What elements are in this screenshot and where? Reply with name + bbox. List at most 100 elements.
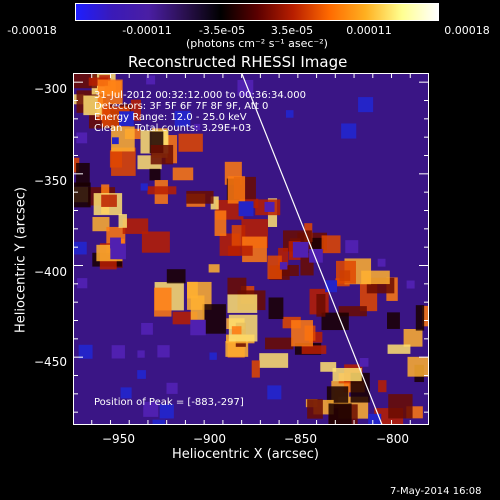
emission-patch bbox=[118, 214, 127, 228]
y-tick-label: −400 bbox=[34, 265, 67, 279]
emission-patch bbox=[190, 295, 205, 322]
colorbar-ticks: -0.00018 -0.00011 -3.5e-05 3.5e-05 0.000… bbox=[0, 0, 500, 40]
negative-patch bbox=[141, 322, 153, 335]
emission-patch bbox=[172, 167, 194, 181]
emission-patch bbox=[338, 306, 367, 317]
y-tick-label: −350 bbox=[34, 174, 67, 188]
negative-patch bbox=[120, 387, 132, 399]
emission-patch bbox=[267, 255, 282, 280]
negative-patch bbox=[143, 401, 159, 417]
negative-patch bbox=[76, 132, 88, 144]
x-tick-label: −800 bbox=[376, 432, 409, 446]
negative-patch bbox=[292, 241, 309, 258]
negative-patch bbox=[166, 382, 178, 394]
emission-patch bbox=[387, 312, 400, 329]
emission-patch bbox=[186, 190, 214, 204]
colorbar-units: (photons cm⁻² s⁻¹ asec⁻²) bbox=[186, 37, 328, 50]
negative-patch bbox=[119, 111, 134, 127]
emission-patch bbox=[101, 194, 117, 207]
colorbar-tick: -3.5e-05 bbox=[198, 24, 246, 37]
emission-patch bbox=[321, 312, 349, 331]
x-tick-label: −900 bbox=[193, 432, 226, 446]
negative-patch bbox=[140, 183, 148, 191]
info-detectors: Detectors: 3F 5F 6F 7F 8F 9F, Att 0 bbox=[94, 101, 269, 112]
emission-patch bbox=[210, 196, 219, 210]
emission-patch bbox=[388, 394, 413, 419]
negative-patch bbox=[157, 345, 170, 358]
emission-patch bbox=[326, 386, 349, 403]
negative-patch bbox=[174, 110, 191, 127]
chart-title: Reconstructed RHESSI Image bbox=[128, 53, 348, 71]
emission-patch bbox=[251, 360, 260, 378]
emission-patch bbox=[111, 147, 136, 176]
emission-patch bbox=[97, 79, 123, 105]
emission-patch bbox=[387, 344, 411, 354]
y-tick-label: −300 bbox=[34, 82, 67, 96]
emission-patch bbox=[73, 182, 91, 208]
negative-patch bbox=[285, 110, 294, 118]
negative-patch bbox=[341, 123, 357, 139]
negative-patch bbox=[110, 237, 121, 249]
x-tick-label: −950 bbox=[102, 432, 135, 446]
colorbar bbox=[75, 3, 439, 21]
emission-patch bbox=[149, 168, 161, 181]
x-tick-label: −850 bbox=[284, 432, 317, 446]
negative-patch bbox=[309, 248, 323, 263]
negative-patch bbox=[359, 357, 369, 367]
emission-patch bbox=[291, 320, 313, 347]
emission-patch bbox=[332, 367, 362, 382]
emission-patch bbox=[403, 329, 423, 347]
info-energy-range: Energy Range: 12.0 - 25.0 keV bbox=[94, 112, 247, 123]
emission-patch bbox=[227, 294, 258, 313]
emission-patch bbox=[415, 305, 425, 331]
colorbar-tick: -0.00018 bbox=[7, 24, 57, 37]
emission-patch bbox=[214, 210, 227, 236]
emission-patch bbox=[328, 403, 352, 425]
emission-patch bbox=[178, 133, 203, 152]
emission-patch bbox=[122, 218, 149, 234]
emission-patch bbox=[316, 293, 326, 317]
negative-patch bbox=[377, 258, 386, 267]
emission-patch bbox=[307, 399, 323, 419]
emission-patch bbox=[268, 297, 284, 320]
x-axis-label: Heliocentric X (arcsec) bbox=[172, 447, 319, 462]
negative-patch bbox=[137, 370, 146, 379]
emission-patch bbox=[202, 304, 226, 334]
emission-patch bbox=[265, 337, 294, 350]
emission-patch bbox=[150, 144, 174, 165]
emission-patch bbox=[361, 270, 390, 285]
emission-patch bbox=[320, 362, 337, 372]
negative-patch bbox=[77, 278, 88, 289]
emission-patch bbox=[111, 126, 135, 152]
negative-patch bbox=[279, 262, 288, 270]
negative-patch bbox=[358, 97, 374, 113]
negative-patch bbox=[146, 75, 156, 85]
emission-patch bbox=[278, 247, 289, 266]
negative-patch bbox=[194, 123, 201, 131]
negative-patch bbox=[74, 241, 87, 255]
peak-position-label: Position of Peak = [-883,-297] bbox=[94, 397, 244, 408]
negative-patch bbox=[368, 413, 382, 425]
y-tick-label: −450 bbox=[34, 355, 67, 369]
negative-patch bbox=[190, 319, 206, 336]
limb-line bbox=[241, 73, 383, 425]
emission-patch bbox=[336, 260, 356, 284]
emission-patch bbox=[259, 353, 289, 368]
emission-patch bbox=[154, 287, 172, 317]
emission-patch bbox=[308, 331, 323, 343]
negative-patch bbox=[267, 385, 282, 400]
negative-patch bbox=[152, 419, 166, 425]
colorbar-tick: 0.00018 bbox=[444, 24, 490, 37]
y-axis-label: Heliocentric Y (arcsec) bbox=[13, 187, 29, 333]
emission-patch bbox=[92, 216, 110, 232]
negative-patch bbox=[209, 352, 217, 360]
negative-patch bbox=[112, 137, 119, 145]
emission-patch bbox=[378, 380, 387, 393]
emission-patch bbox=[208, 264, 220, 273]
colorbar-gradient bbox=[76, 4, 438, 20]
footer-date: 7-May-2014 16:08 bbox=[390, 486, 482, 497]
emission-patch bbox=[301, 345, 327, 354]
negative-patch bbox=[111, 345, 125, 359]
heatmap-plot bbox=[73, 73, 429, 425]
negative-patch bbox=[406, 280, 415, 289]
